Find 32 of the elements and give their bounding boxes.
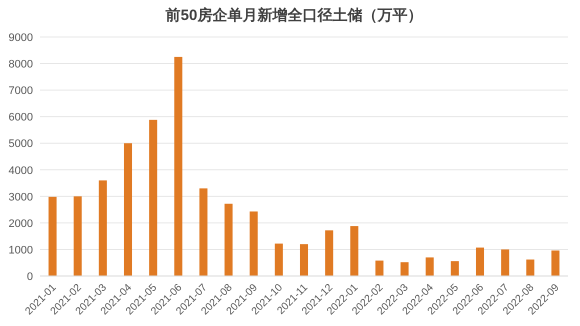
bar bbox=[426, 257, 434, 276]
y-tick-label: 9000 bbox=[8, 32, 33, 44]
bar bbox=[375, 260, 384, 276]
bar bbox=[450, 261, 459, 276]
y-tick-label: 2000 bbox=[8, 218, 33, 230]
bar bbox=[98, 180, 107, 276]
y-tick-label: 0 bbox=[26, 271, 33, 283]
chart-title: 前50房企单月新增全口径土储（万平） bbox=[164, 6, 422, 24]
y-tick-label: 6000 bbox=[8, 112, 33, 124]
y-tick-label: 4000 bbox=[8, 164, 33, 177]
bar bbox=[300, 244, 308, 276]
bar bbox=[501, 249, 510, 276]
y-tick-label: 8000 bbox=[8, 58, 33, 71]
bar bbox=[400, 262, 409, 276]
bar bbox=[476, 248, 484, 276]
bar bbox=[526, 260, 534, 276]
bar bbox=[124, 143, 132, 276]
bar bbox=[48, 196, 57, 276]
bar bbox=[350, 226, 358, 276]
y-tick-label: 1000 bbox=[8, 244, 33, 256]
bar bbox=[149, 120, 158, 276]
bar bbox=[224, 204, 233, 276]
bar bbox=[250, 211, 258, 276]
bar bbox=[274, 244, 283, 276]
bar bbox=[74, 196, 82, 276]
bar bbox=[199, 188, 208, 276]
y-tick-label: 5000 bbox=[8, 138, 33, 150]
bar bbox=[551, 250, 560, 276]
y-tick-label: 3000 bbox=[8, 191, 33, 204]
bar bbox=[325, 230, 334, 276]
bar bbox=[174, 56, 182, 276]
y-tick-label: 7000 bbox=[8, 85, 33, 98]
